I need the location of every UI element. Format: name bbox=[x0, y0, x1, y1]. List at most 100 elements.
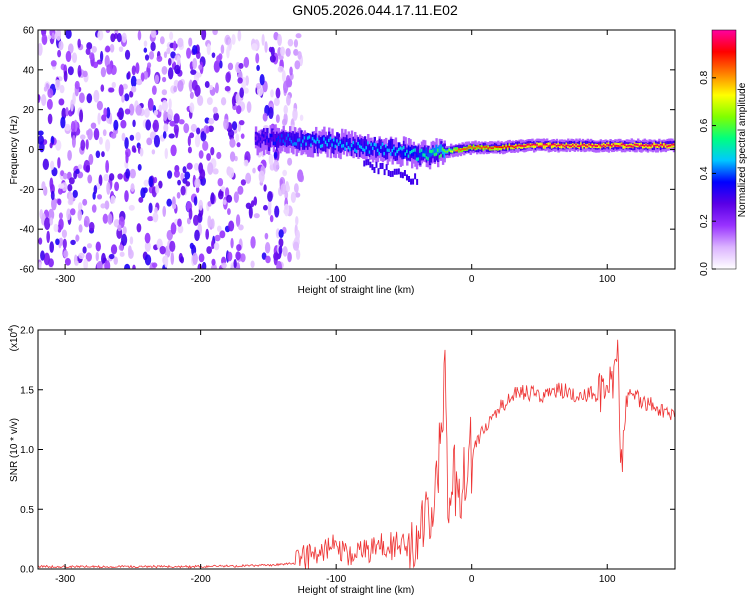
spectrogram-cell bbox=[150, 41, 156, 52]
spectrogram-ridge-cell bbox=[284, 133, 287, 142]
spectrogram-cell bbox=[268, 106, 274, 120]
spectrogram-cell bbox=[156, 55, 163, 62]
spectrogram-ridge-cell bbox=[646, 145, 650, 147]
spectrogram-ridge-cell bbox=[581, 144, 585, 149]
spectrogram-ridge-cell bbox=[371, 142, 375, 151]
spectrogram-ridge-cell bbox=[259, 137, 263, 141]
spectrogram-ridge-cell bbox=[440, 144, 443, 152]
snr-y-label: SNR (10 * v/v) bbox=[9, 418, 20, 482]
spectrogram-ridge-cell bbox=[637, 144, 640, 146]
spectrogram-ridge-cell bbox=[653, 142, 656, 147]
spectrogram-cell bbox=[114, 181, 120, 192]
spectrogram-cell bbox=[58, 40, 64, 51]
spectrogram-ridge-cell bbox=[303, 142, 307, 150]
spectrogram-cell bbox=[144, 108, 150, 118]
spectrogram-ridge-cell bbox=[528, 143, 531, 146]
spectrogram-ridge-cell bbox=[378, 138, 381, 152]
spectrogram-cell bbox=[96, 100, 103, 111]
spectrogram-ridge-cell bbox=[445, 150, 448, 153]
spectrogram-ridge-cell bbox=[360, 145, 363, 150]
spectrogram-ridge-cell bbox=[377, 168, 380, 175]
spectrogram-ridge-cell bbox=[295, 132, 298, 146]
spectrogram-cell bbox=[128, 204, 135, 211]
spectrogram-cell bbox=[168, 98, 172, 110]
spectrogram-ridge-cell bbox=[298, 138, 302, 142]
spectrogram-cell bbox=[58, 212, 63, 220]
snr-scale-exponent: 4 bbox=[8, 328, 15, 332]
spectrogram-cell bbox=[177, 224, 184, 234]
spectrogram-cell bbox=[92, 61, 99, 69]
spectrogram-ridge-cell bbox=[408, 176, 411, 183]
spectrogram-ridge-cell bbox=[379, 163, 382, 170]
spectrogram-cell bbox=[217, 190, 224, 200]
spectrogram-cell bbox=[193, 196, 198, 206]
spectrogram-cell bbox=[121, 94, 125, 103]
spectrogram-cell bbox=[108, 87, 115, 93]
spectrogram-ridge-cell bbox=[430, 149, 433, 154]
spectrogram-cell bbox=[83, 258, 89, 269]
spectrogram-ridge-cell bbox=[628, 144, 632, 147]
spectrogram-ridge-cell bbox=[511, 145, 515, 148]
spectrogram-ridge-cell bbox=[640, 144, 643, 147]
spectrogram-ridge-cell bbox=[293, 142, 297, 146]
spectrogram-cell bbox=[198, 199, 204, 211]
spectrogram-ridge-cell bbox=[416, 178, 419, 185]
spectrogram-ridge-cell bbox=[389, 152, 393, 156]
spectrogram-cell bbox=[259, 73, 265, 86]
spectrogram-cell bbox=[206, 97, 213, 105]
spectrogram-cell bbox=[111, 81, 116, 89]
spectrogram-ridge-cell bbox=[344, 143, 347, 152]
spectrogram-ridge-cell bbox=[435, 152, 438, 156]
spectrogram-cell bbox=[170, 252, 175, 265]
spectrogram-ridge-cell bbox=[310, 143, 313, 147]
spectrogram-cell bbox=[205, 228, 210, 240]
spectrogram-ridge-cell bbox=[425, 156, 429, 160]
spectrogram-cell bbox=[88, 153, 94, 165]
spectrogram-ridge-cell bbox=[266, 128, 269, 142]
spectrogram-cell bbox=[253, 213, 260, 219]
spectrogram-cell bbox=[250, 200, 255, 208]
spectrogram-cell bbox=[236, 262, 241, 269]
spectrogram-ridge-cell bbox=[350, 130, 354, 153]
spectrogram-ridge-cell bbox=[368, 145, 372, 154]
spectrogram-ridge-cell bbox=[653, 145, 656, 147]
spectrogram-cell bbox=[274, 205, 280, 218]
spectrogram-ridge-cell bbox=[432, 149, 435, 153]
snr-x-tick-label: 0 bbox=[469, 574, 475, 585]
spectrogram-ridge-cell bbox=[609, 144, 612, 147]
spectrogram-ridge-cell bbox=[599, 144, 603, 149]
spectrogram-ridge-cell bbox=[300, 143, 303, 147]
spectrogram-cell bbox=[107, 213, 113, 225]
spectrogram-ridge-cell bbox=[438, 155, 442, 159]
spectrogram-ridge-cell bbox=[443, 148, 446, 153]
spectrogram-cell bbox=[143, 40, 148, 47]
spectrogram-ridge-cell bbox=[293, 133, 297, 142]
spectrogram-cell bbox=[186, 162, 193, 170]
spectrogram-cell bbox=[143, 179, 150, 187]
spectrogram-cell bbox=[188, 79, 193, 93]
spectrogram-cell bbox=[205, 126, 210, 134]
spectrogram-cell bbox=[67, 183, 73, 192]
spectrogram-ridge-cell bbox=[537, 142, 541, 147]
spectrogram-ridge-cell bbox=[420, 148, 424, 152]
spectrogram-ridge-cell bbox=[321, 135, 324, 144]
spectrogram-ridge-cell bbox=[350, 143, 354, 148]
spectrogram-ridge-cell bbox=[581, 143, 585, 146]
spectrogram-ridge-cell bbox=[563, 145, 567, 148]
spectrogram-cell bbox=[86, 243, 93, 249]
spectrogram-cell bbox=[221, 262, 227, 269]
spectrogram-ridge-cell bbox=[619, 142, 622, 147]
spectrogram-ridge-cell bbox=[620, 143, 624, 146]
spectrogram-ridge-cell bbox=[614, 144, 617, 147]
spectrogram-ridge-cell bbox=[256, 135, 259, 144]
spectrogram-cell bbox=[192, 252, 198, 265]
spectrogram-ridge-cell bbox=[427, 157, 430, 161]
spectrogram-ridge-cell bbox=[664, 143, 668, 146]
spectrogram-ridge-cell bbox=[410, 178, 413, 185]
spectrogram-cell bbox=[231, 95, 236, 107]
spectrogram-cell bbox=[195, 186, 200, 193]
spectrogram-ridge-cell bbox=[329, 136, 333, 140]
spectrogram-ridge-cell bbox=[443, 150, 446, 159]
spectrogram-ridge-cell bbox=[537, 145, 541, 148]
spectrogram-cell bbox=[85, 164, 91, 173]
